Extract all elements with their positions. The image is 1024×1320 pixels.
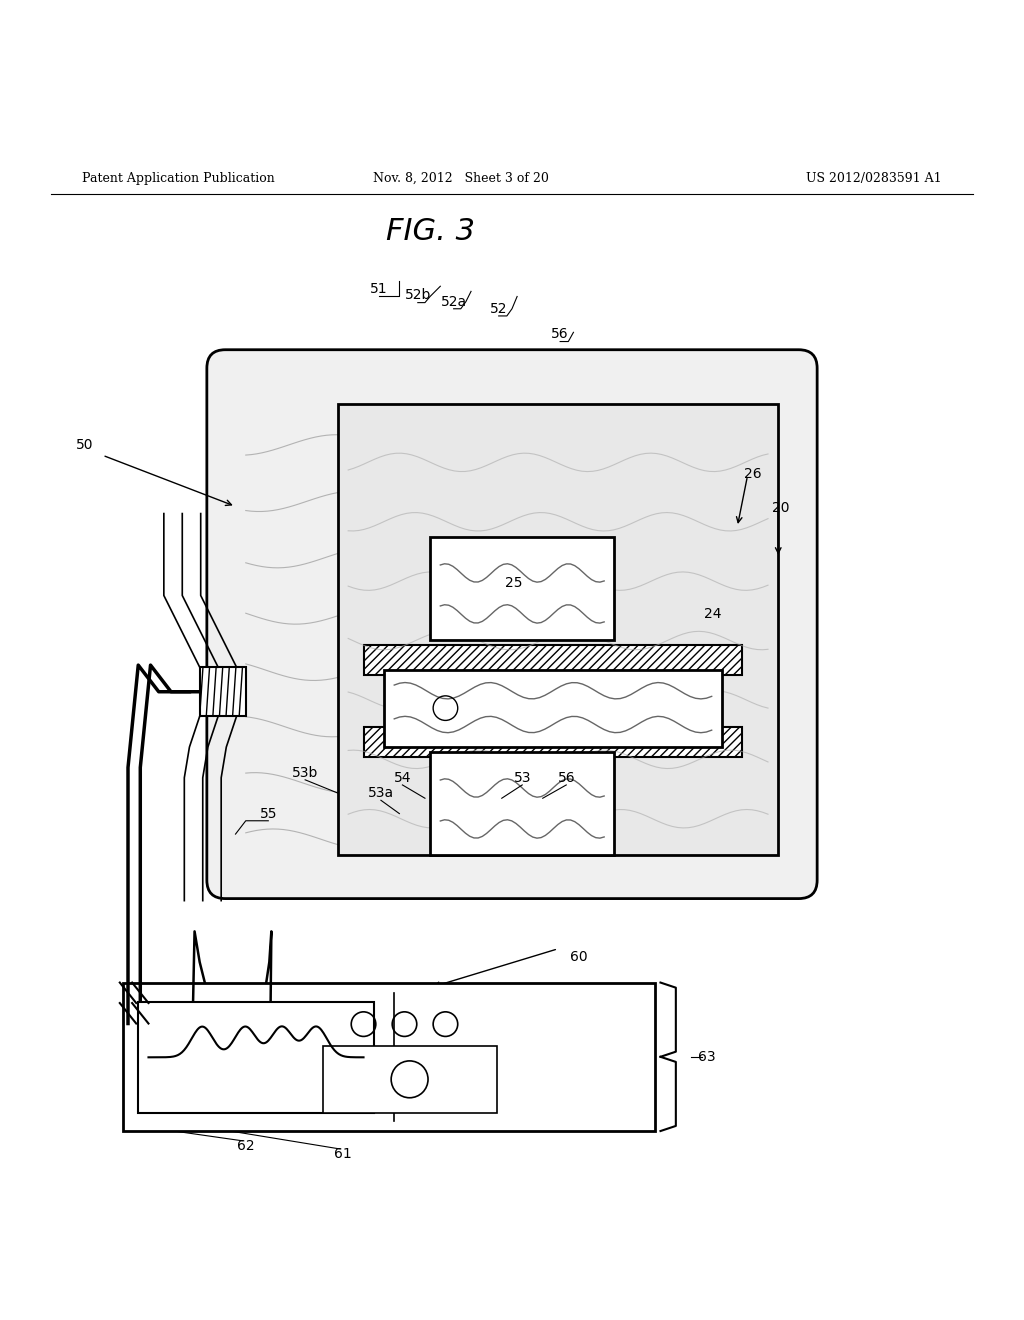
Text: 24: 24 (703, 607, 722, 620)
Text: 55: 55 (259, 807, 278, 821)
Bar (123, 982, 655, 1131)
Bar (200, 667, 246, 717)
Text: 53: 53 (513, 771, 531, 785)
Bar (138, 1002, 374, 1113)
Bar (364, 726, 742, 758)
Text: 56: 56 (551, 327, 569, 342)
Text: 54: 54 (393, 771, 412, 785)
Bar (364, 644, 742, 676)
Text: 56: 56 (557, 771, 575, 785)
Text: 62: 62 (237, 1139, 255, 1154)
Bar (323, 1045, 497, 1113)
Text: 63: 63 (697, 1051, 716, 1064)
FancyBboxPatch shape (207, 350, 817, 899)
Bar (338, 404, 778, 854)
Text: 53b: 53b (292, 766, 318, 780)
Text: 53a: 53a (368, 787, 394, 800)
Text: 52b: 52b (404, 289, 431, 302)
Text: 60: 60 (569, 950, 588, 964)
Text: 61: 61 (334, 1147, 352, 1160)
Text: 52a: 52a (440, 294, 467, 309)
Text: 20: 20 (771, 502, 790, 515)
Text: 52: 52 (489, 302, 508, 315)
Text: US 2012/0283591 A1: US 2012/0283591 A1 (807, 172, 942, 185)
Bar (430, 752, 614, 854)
Text: 25: 25 (505, 577, 523, 590)
Text: 26: 26 (743, 467, 762, 480)
Text: FIG. 3: FIG. 3 (386, 218, 474, 247)
Bar (430, 537, 614, 639)
Text: 51: 51 (370, 282, 388, 296)
Text: Nov. 8, 2012   Sheet 3 of 20: Nov. 8, 2012 Sheet 3 of 20 (373, 172, 549, 185)
Text: Patent Application Publication: Patent Application Publication (82, 172, 274, 185)
Bar (384, 671, 722, 747)
Text: 50: 50 (76, 438, 94, 451)
